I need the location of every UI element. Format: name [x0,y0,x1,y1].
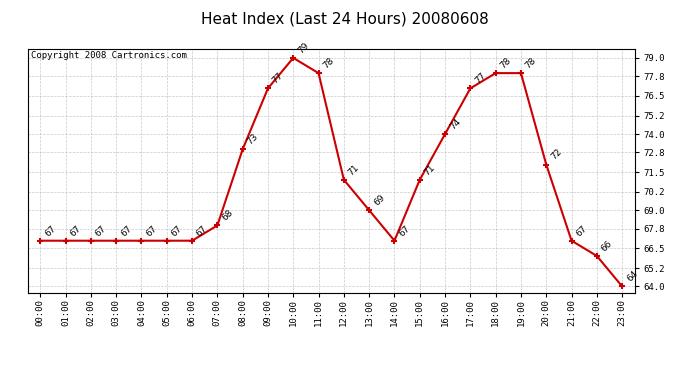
Text: 67: 67 [170,224,184,238]
Text: 67: 67 [397,224,412,238]
Text: 71: 71 [346,162,361,177]
Text: 67: 67 [94,224,108,238]
Text: 73: 73 [246,132,260,147]
Text: 78: 78 [322,56,336,70]
Text: 67: 67 [68,224,83,238]
Text: 74: 74 [448,117,462,131]
Text: 67: 67 [43,224,57,238]
Text: Heat Index (Last 24 Hours) 20080608: Heat Index (Last 24 Hours) 20080608 [201,11,489,26]
Text: 77: 77 [270,71,285,86]
Text: 67: 67 [574,224,589,238]
Text: Copyright 2008 Cartronics.com: Copyright 2008 Cartronics.com [30,51,186,60]
Text: 67: 67 [195,224,209,238]
Text: 67: 67 [144,224,159,238]
Text: 72: 72 [549,147,564,162]
Text: 78: 78 [524,56,538,70]
Text: 79: 79 [296,40,310,55]
Text: 78: 78 [498,56,513,70]
Text: 71: 71 [422,162,437,177]
Text: 77: 77 [473,71,488,86]
Text: 64: 64 [625,269,640,284]
Text: 66: 66 [600,238,614,253]
Text: 69: 69 [372,193,386,207]
Text: 67: 67 [119,224,133,238]
Text: 68: 68 [220,208,235,223]
